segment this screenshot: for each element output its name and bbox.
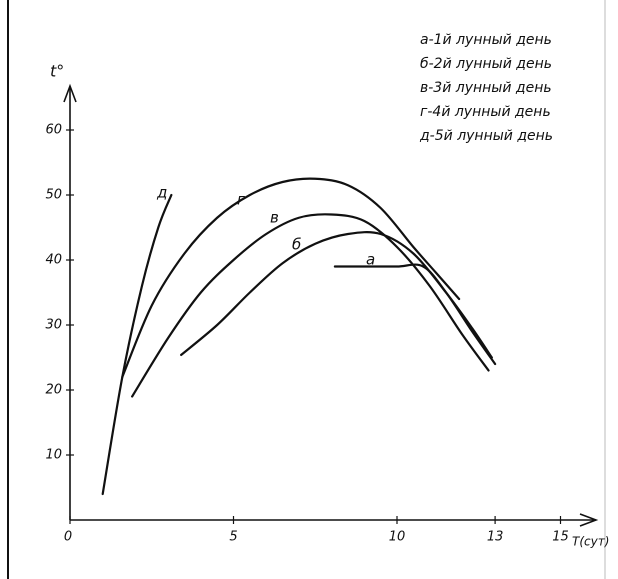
y-tick-label: 10: [45, 448, 62, 463]
series-label: г: [237, 191, 245, 209]
legend-entry: д-5й лунный день: [419, 128, 553, 144]
legend-entry: г-4й лунный день: [420, 104, 551, 120]
y-tick-label: 60: [45, 123, 62, 138]
x-tick-label: 13: [487, 530, 504, 545]
x-tick-label: 5: [229, 530, 237, 545]
y-tick-label: 30: [45, 318, 62, 333]
series-line: [131, 213, 490, 398]
series-line: [101, 193, 173, 496]
y-axis-arrow: [63, 83, 77, 103]
series-label: а: [366, 251, 375, 269]
x-tick-label: 0: [64, 530, 72, 545]
legend-entry: в-3й лунный день: [420, 80, 552, 96]
series-label: в: [270, 209, 279, 227]
series-line: [121, 177, 461, 379]
x-axis-label: T(сут): [572, 535, 609, 549]
series-line: [180, 231, 493, 359]
y-tick-label: 40: [45, 253, 62, 268]
legend-entry: а-1й лунный день: [420, 32, 552, 48]
y-tick-label: 20: [45, 383, 62, 398]
x-tick-label: 15: [552, 530, 569, 545]
series-line: [333, 263, 497, 366]
x-tick-label: 10: [389, 530, 406, 545]
y-tick-label: 50: [45, 188, 62, 203]
x-axis-arrow: [579, 513, 599, 527]
legend-entry: б-2й лунный день: [420, 56, 552, 72]
series-label: д: [156, 184, 167, 202]
series-label: б: [292, 236, 301, 254]
y-axis-label: t°: [50, 62, 64, 81]
